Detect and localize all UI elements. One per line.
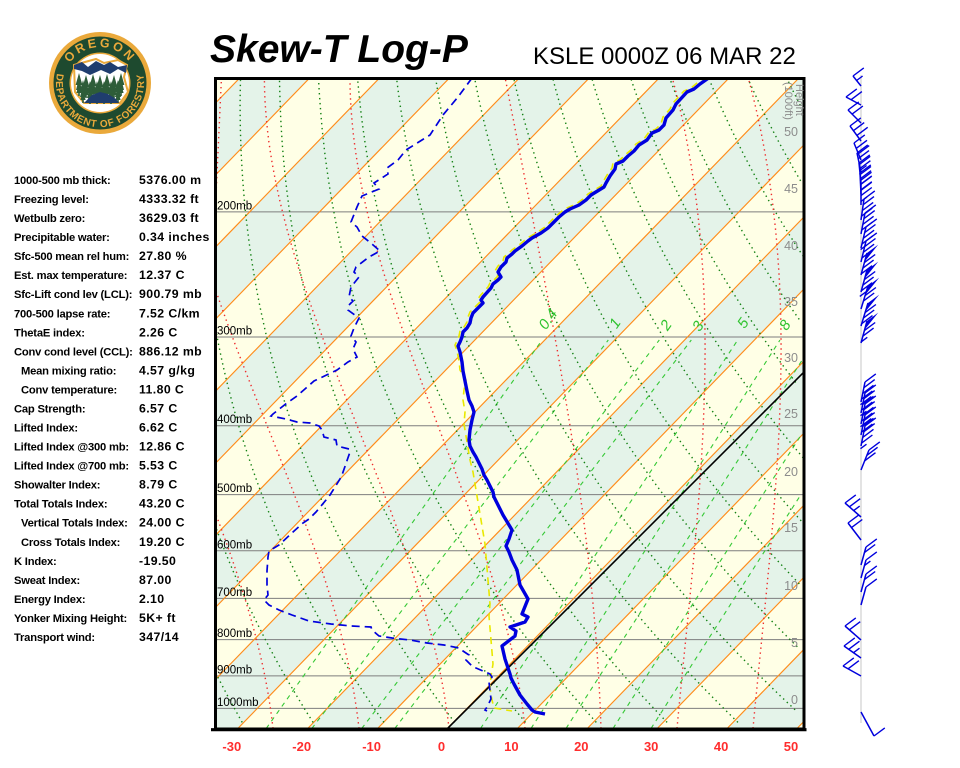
svg-text:Est. max temperature:: Est. max temperature: [14,270,127,282]
svg-text:Conv temperature:: Conv temperature: [21,384,117,396]
svg-text:Height: Height [793,84,805,116]
svg-text:0: 0 [791,693,798,707]
svg-text:KSLE 0000Z 06 MAR 22: KSLE 0000Z 06 MAR 22 [533,43,796,70]
svg-text:4333.32 ft: 4333.32 ft [139,192,199,206]
svg-text:-30: -30 [222,739,241,754]
svg-text:-19.50: -19.50 [139,554,176,568]
svg-text:3629.03 ft: 3629.03 ft [139,211,199,225]
svg-text:-10: -10 [362,739,381,754]
svg-text:347/14: 347/14 [139,630,179,644]
svg-text:Yonker Mixing Height:: Yonker Mixing Height: [14,613,127,625]
svg-text:87.00: 87.00 [139,573,172,587]
svg-text:40: 40 [714,739,728,754]
svg-text:Freezing level:: Freezing level: [14,194,89,206]
svg-text:5: 5 [791,636,798,650]
svg-text:6.62 C: 6.62 C [139,421,178,435]
svg-text:Transport wind:: Transport wind: [14,632,95,644]
svg-text:600mb: 600mb [217,539,252,551]
svg-text:Mean mixing ratio:: Mean mixing ratio: [21,365,116,377]
svg-text:12.86 C: 12.86 C [139,440,185,454]
svg-text:200mb: 200mb [217,200,252,212]
svg-text:400mb: 400mb [217,414,252,426]
svg-text:45: 45 [784,182,798,196]
svg-text:-20: -20 [292,739,311,754]
svg-text:40: 40 [784,239,798,253]
svg-text:900mb: 900mb [217,664,252,676]
svg-text:900.79 mb: 900.79 mb [139,287,202,301]
svg-text:886.12 mb: 886.12 mb [139,344,202,358]
svg-text:50: 50 [784,739,798,754]
svg-text:35: 35 [784,295,798,309]
svg-text:300mb: 300mb [217,326,252,338]
svg-text:25: 25 [784,407,798,421]
svg-text:Lifted Index @300 mb:: Lifted Index @300 mb: [14,442,129,454]
svg-text:8.79 C: 8.79 C [139,478,178,492]
svg-text:Lifted Index:: Lifted Index: [14,423,78,435]
svg-text:Conv cond level (CCL):: Conv cond level (CCL): [14,346,133,358]
svg-text:0: 0 [438,739,445,754]
svg-text:43.20 C: 43.20 C [139,497,185,511]
svg-text:1000-500 mb thick:: 1000-500 mb thick: [14,175,111,187]
svg-text:(1000ft): (1000ft) [782,82,794,120]
svg-text:11.80 C: 11.80 C [139,382,184,396]
svg-text:10: 10 [784,579,798,593]
svg-text:12.37 C: 12.37 C [139,268,185,282]
svg-text:Sweat Index:: Sweat Index: [14,575,80,587]
svg-text:0.34 inches: 0.34 inches [139,230,210,244]
svg-text:50: 50 [784,125,798,139]
svg-text:500mb: 500mb [217,483,252,495]
svg-text:Precipitable water:: Precipitable water: [14,232,110,244]
svg-text:ThetaE index:: ThetaE index: [14,327,85,339]
svg-text:700mb: 700mb [217,587,252,599]
svg-text:Wetbulb zero:: Wetbulb zero: [14,213,85,225]
svg-text:19.20 C: 19.20 C [139,535,185,549]
svg-text:5376.00 m: 5376.00 m [139,173,201,187]
svg-text:Skew-T Log-P: Skew-T Log-P [210,28,469,71]
svg-text:Energy Index:: Energy Index: [14,594,85,606]
svg-text:6.57 C: 6.57 C [139,402,178,416]
svg-text:Cross Totals Index:: Cross Totals Index: [21,537,120,549]
svg-text:Cap Strength:: Cap Strength: [14,404,85,416]
svg-text:K Index:: K Index: [14,556,57,568]
svg-text:20: 20 [574,739,588,754]
svg-text:700-500 lapse rate:: 700-500 lapse rate: [14,308,110,320]
svg-text:10: 10 [504,739,518,754]
svg-text:Sfc-500 mean rel hum:: Sfc-500 mean rel hum: [14,251,129,263]
svg-text:Lifted Index @700 mb:: Lifted Index @700 mb: [14,461,129,473]
svg-text:30: 30 [644,739,658,754]
svg-text:7.52 C/km: 7.52 C/km [139,306,200,320]
svg-text:5.53 C: 5.53 C [139,459,178,473]
svg-text:4.57 g/kg: 4.57 g/kg [139,363,195,377]
svg-text:Vertical Totals Index:: Vertical Totals Index: [21,518,128,530]
svg-text:Showalter Index:: Showalter Index: [14,480,100,492]
svg-text:30: 30 [784,351,798,365]
svg-text:800mb: 800mb [217,628,252,640]
svg-text:15: 15 [784,521,798,535]
svg-text:27.80 %: 27.80 % [139,249,187,263]
svg-text:2.26 C: 2.26 C [139,325,178,339]
svg-text:5K+ ft: 5K+ ft [139,611,176,625]
svg-text:1000mb: 1000mb [217,697,259,709]
svg-text:Sfc-Lift cond lev (LCL):: Sfc-Lift cond lev (LCL): [14,289,132,301]
svg-text:2.10: 2.10 [139,592,165,606]
svg-text:20: 20 [784,465,798,479]
svg-text:Total Totals Index:: Total Totals Index: [14,499,107,511]
svg-text:24.00 C: 24.00 C [139,516,185,530]
